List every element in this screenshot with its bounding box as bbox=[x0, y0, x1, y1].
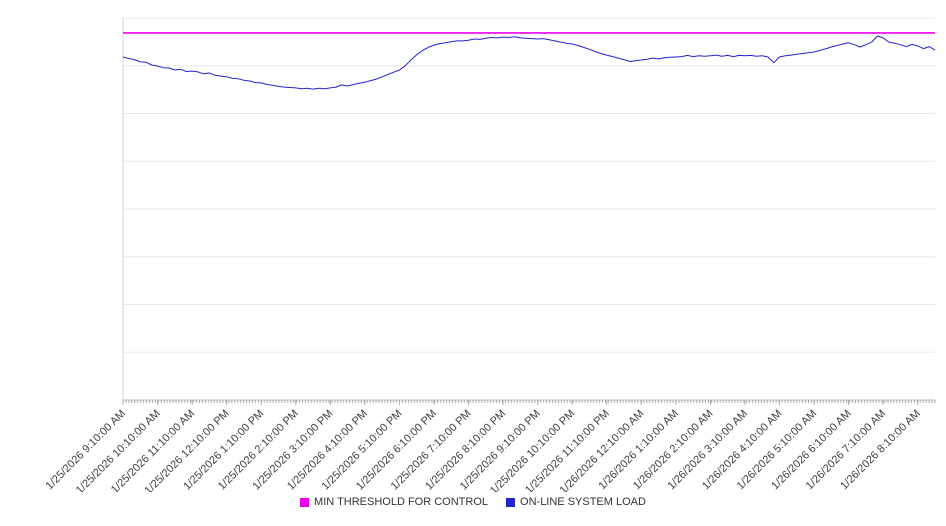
x-axis-labels: 1/25/2026 9:10:00 AM1/25/2026 10:10:00 A… bbox=[44, 400, 923, 492]
x-axis-minor-ticks bbox=[122, 400, 936, 403]
legend-label-min-threshold: MIN THRESHOLD FOR CONTROL bbox=[314, 496, 489, 508]
load-chart: 1/25/2026 9:10:00 AM1/25/2026 10:10:00 A… bbox=[44, 17, 936, 492]
legend-label-system-load: ON-LINE SYSTEM LOAD bbox=[520, 496, 646, 508]
legend-item-min-threshold[interactable]: MIN THRESHOLD FOR CONTROL bbox=[300, 496, 488, 508]
legend-item-system-load[interactable]: ON-LINE SYSTEM LOAD bbox=[506, 496, 646, 508]
legend-swatch-system-load bbox=[506, 497, 516, 507]
on-line-system-load-line[interactable] bbox=[122, 35, 936, 90]
legend-swatch-min-threshold bbox=[300, 497, 310, 507]
chart-legend: MIN THRESHOLD FOR CONTROL ON-LINE SYSTEM… bbox=[0, 496, 946, 508]
gridlines bbox=[123, 17, 935, 353]
